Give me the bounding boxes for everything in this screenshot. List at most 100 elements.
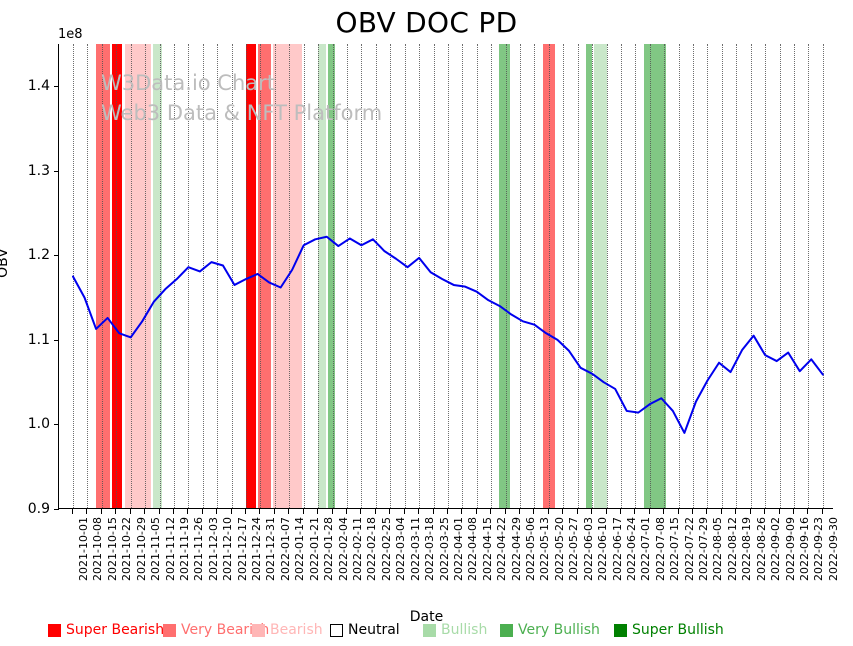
legend-item[interactable]: Super Bearish <box>48 620 164 640</box>
x-tick-mark <box>663 509 665 514</box>
x-tick-mark <box>100 509 102 514</box>
x-tick-label: 2021-11-26 <box>192 517 206 581</box>
gridline <box>822 44 824 508</box>
x-tick-label: 2022-06-10 <box>596 517 610 581</box>
x-tick-label: 2022-05-27 <box>567 517 581 581</box>
gridline <box>548 44 550 508</box>
legend-label: Very Bearish <box>181 622 270 638</box>
legend-swatch-icon <box>163 623 176 637</box>
x-tick-mark <box>576 509 578 514</box>
x-tick-label: 2021-12-31 <box>264 517 278 581</box>
x-tick-label: 2022-02-04 <box>336 517 350 581</box>
y-axis-offset-label: 1e8 <box>58 27 83 42</box>
gridline <box>404 44 406 508</box>
x-tick-label: 2022-04-15 <box>480 517 494 581</box>
x-tick-label: 2022-04-29 <box>509 517 523 581</box>
x-tick-label: 2022-09-02 <box>769 517 783 581</box>
x-tick-mark <box>634 509 636 514</box>
gridline <box>188 44 190 508</box>
x-tick-mark <box>331 509 333 514</box>
gridline <box>447 44 449 508</box>
sentiment-band <box>328 44 335 508</box>
x-tick-mark <box>432 509 434 514</box>
gridline <box>563 44 565 508</box>
x-tick-label: 2022-02-25 <box>379 517 393 581</box>
x-tick-mark <box>677 509 679 514</box>
gridline <box>476 44 478 508</box>
legend: Super Bearish Very Bearish Bearish Neutral B… <box>0 620 853 642</box>
gridline <box>390 44 392 508</box>
sentiment-band <box>153 44 162 508</box>
gridline <box>419 44 421 508</box>
gridline <box>794 44 795 508</box>
plot-area: W3Data.io Chart Web3 Data & NFT Platform <box>58 44 833 509</box>
page-title: OBV DOC PD <box>335 6 518 39</box>
legend-item[interactable]: Very Bullish <box>500 620 600 640</box>
x-tick-label: 2022-04-08 <box>466 517 480 581</box>
gridline <box>130 44 132 508</box>
gridline <box>433 44 435 508</box>
gridline <box>721 44 723 508</box>
legend-swatch-icon <box>423 623 436 637</box>
x-tick-mark <box>273 509 275 514</box>
x-tick-label: 2022-03-04 <box>394 517 408 581</box>
legend-swatch-icon <box>500 623 513 637</box>
x-tick-label: 2021-11-12 <box>163 517 177 581</box>
y-tick-label: 1.3 <box>27 162 50 179</box>
legend-label: Neutral <box>348 622 400 638</box>
x-tick-label: 2022-09-23 <box>812 517 826 581</box>
gridline <box>231 44 233 508</box>
gridline <box>491 44 493 508</box>
gridline <box>346 44 348 508</box>
x-tick-label: 2022-07-29 <box>697 517 711 581</box>
legend-item[interactable]: Super Bullish <box>614 620 724 640</box>
y-tick-mark <box>54 170 59 172</box>
x-tick-mark <box>764 509 766 514</box>
x-tick-mark <box>778 509 780 514</box>
gridline <box>693 44 695 508</box>
x-tick-mark <box>172 509 174 514</box>
x-tick-label: 2022-07-01 <box>639 517 653 581</box>
sentiment-band <box>258 44 271 508</box>
x-tick-mark <box>317 509 319 514</box>
legend-item[interactable]: Bullish <box>423 620 487 640</box>
sentiment-band <box>594 44 607 508</box>
x-tick-label: 2022-02-11 <box>350 517 364 581</box>
x-tick-mark <box>720 509 722 514</box>
sentiment-band <box>585 44 593 508</box>
x-tick-mark <box>446 509 448 514</box>
x-tick-label: 2022-04-01 <box>451 517 465 581</box>
x-tick-label: 2022-09-30 <box>826 517 840 581</box>
x-tick-mark <box>821 509 823 514</box>
x-tick-mark <box>230 509 232 514</box>
x-tick-mark <box>360 509 362 514</box>
legend-item[interactable]: Neutral <box>330 620 400 640</box>
legend-item[interactable]: Very Bearish <box>163 620 269 640</box>
gridline <box>361 44 363 508</box>
x-tick-mark <box>201 509 203 514</box>
x-tick-mark <box>302 509 304 514</box>
gridline <box>765 44 767 508</box>
x-tick-mark <box>735 509 737 514</box>
gridline <box>289 44 291 508</box>
x-tick-mark <box>158 509 160 514</box>
x-tick-mark <box>389 509 391 514</box>
x-tick-label: 2021-10-29 <box>134 517 148 581</box>
x-tick-mark <box>403 509 405 514</box>
y-tick-mark <box>54 86 59 88</box>
x-tick-mark <box>807 509 809 514</box>
legend-item[interactable]: Bearish <box>252 620 323 640</box>
legend-label: Very Bullish <box>518 622 600 638</box>
x-tick-label: 2022-02-18 <box>365 517 379 581</box>
gridline <box>159 44 161 508</box>
x-tick-mark <box>418 509 420 514</box>
x-tick-label: 2022-06-24 <box>624 517 638 581</box>
gridline <box>217 44 219 508</box>
gridline <box>332 44 334 508</box>
gridline <box>101 44 103 508</box>
x-tick-mark <box>461 509 463 514</box>
legend-swatch-icon <box>48 623 61 637</box>
x-tick-label: 2022-09-16 <box>798 517 811 581</box>
legend-label: Super Bearish <box>66 622 165 638</box>
x-tick-label: 2021-12-10 <box>221 517 235 581</box>
